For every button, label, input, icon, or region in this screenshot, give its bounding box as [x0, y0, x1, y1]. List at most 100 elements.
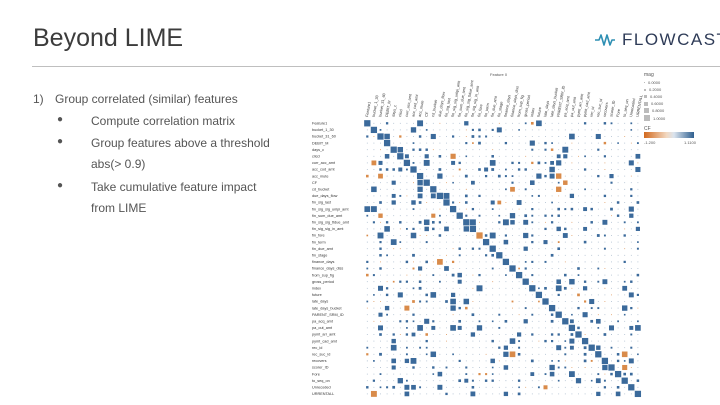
matrix-cell [426, 327, 428, 329]
matrix-cell [503, 351, 509, 357]
matrix-cell [459, 301, 461, 302]
matrix-cell [386, 393, 388, 395]
matrix-cell [525, 301, 527, 302]
matrix-cell [380, 122, 381, 124]
matrix-cell [419, 169, 421, 170]
matrix-cell [366, 300, 369, 303]
matrix-cell [479, 281, 480, 283]
matrix-cell [611, 254, 612, 256]
matrix-cell [617, 129, 619, 131]
matrix-cell [531, 161, 534, 165]
matrix-cell [386, 182, 388, 184]
matrix-col-label: pymt_cad_amt [583, 91, 591, 117]
matrix-cell [439, 347, 441, 349]
matrix-cell [492, 301, 494, 302]
matrix-cell [390, 344, 397, 351]
matrix-cell [498, 380, 500, 382]
matrix-cell [399, 360, 401, 362]
matrix-cell [406, 235, 408, 236]
matrix-cell [472, 254, 474, 256]
matrix-row-label: DEBIT_M [312, 141, 328, 145]
matrix-cell [604, 327, 606, 329]
matrix-cell [482, 238, 490, 246]
matrix-cell [531, 393, 533, 395]
matrix-cell [384, 133, 390, 140]
matrix-cell [465, 149, 467, 151]
matrix-cell [530, 372, 535, 377]
matrix-cell [370, 126, 378, 134]
matrix-cell [419, 274, 421, 276]
matrix-cell [491, 168, 495, 171]
matrix-col-label: fin_stage [497, 101, 504, 117]
matrix-cell [432, 268, 434, 269]
matrix-cell [563, 180, 568, 185]
matrix-cell [393, 129, 395, 131]
matrix-col-label: finance_days_diss [510, 86, 519, 118]
matrix-cell [498, 136, 500, 137]
matrix-cell [597, 215, 599, 217]
matrix-cell [496, 127, 502, 133]
matrix-cell [584, 215, 586, 217]
matrix-cell [538, 182, 540, 184]
matrix-cell [498, 320, 500, 322]
matrix-cell [597, 261, 599, 263]
matrix-cell [472, 287, 474, 289]
matrix-cell [431, 220, 435, 224]
matrix-cell [465, 155, 468, 158]
matrix-cell [525, 155, 527, 157]
matrix-cell [373, 281, 375, 283]
matrix-cell [459, 235, 461, 236]
matrix-col-label: days_c [391, 105, 397, 118]
matrix-col-label: rec_suc_id [596, 98, 603, 117]
matrix-cell [472, 274, 474, 276]
matrix-cell [464, 378, 469, 383]
matrix-cell [413, 281, 414, 283]
matrix-cell [366, 155, 368, 157]
matrix-cell [571, 202, 573, 203]
matrix-cell [380, 221, 381, 223]
matrix-cell [380, 208, 381, 210]
matrix-cell [399, 386, 401, 388]
matrix-cell [551, 393, 553, 395]
matrix-cell [412, 253, 415, 257]
matrix-cell [636, 221, 639, 224]
matrix-cell [544, 260, 547, 263]
matrix-col-label: gross_period [523, 95, 531, 117]
matrix-cell [623, 280, 626, 283]
matrix-cell [458, 161, 461, 165]
matrix-cell [531, 155, 533, 157]
matrix-cell [611, 386, 612, 388]
matrix-cell [366, 273, 369, 277]
matrix-cell [512, 136, 513, 137]
matrix-cell [617, 274, 619, 276]
matrix-cell [571, 142, 573, 144]
matrix-cell [564, 393, 566, 395]
matrix-cell [465, 294, 467, 296]
matrix-cell [378, 173, 383, 179]
matrix-cell [366, 182, 368, 184]
matrix-cell [591, 268, 593, 269]
matrix-cell [556, 160, 562, 166]
matrix-cell [406, 268, 408, 269]
matrix-cell [437, 384, 443, 390]
matrix-cell [366, 195, 368, 197]
matrix-cell [531, 188, 533, 190]
matrix-col-label: due_days_flow [438, 91, 446, 117]
matrix-cell [412, 142, 415, 144]
matrix-cell [479, 155, 480, 157]
matrix-cell [446, 208, 447, 210]
matrix-cell [597, 287, 599, 289]
matrix-cell [465, 248, 467, 250]
matrix-cell [531, 380, 533, 382]
matrix-cell [564, 221, 566, 223]
matrix-cell [458, 306, 461, 310]
matrix-cell [571, 129, 573, 131]
matrix-cell [584, 274, 586, 276]
matrix-cell [624, 202, 626, 203]
matrix-col-label: pa_out_amt [570, 96, 578, 117]
matrix-col-label: pymt_arr_amt [576, 92, 584, 117]
matrix-cell [557, 360, 560, 362]
matrix-cell [373, 182, 375, 184]
matrix-cell [465, 188, 467, 190]
matrix-cell [531, 136, 533, 137]
